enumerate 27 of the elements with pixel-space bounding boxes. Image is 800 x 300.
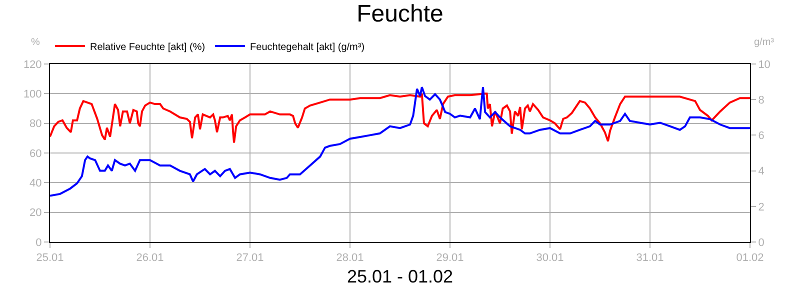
x-tick-label: 25.01 [36, 252, 64, 264]
y-tick-label: 60 [30, 148, 42, 160]
x-tick-label: 26.01 [136, 252, 164, 264]
y-tick-label: 20 [30, 207, 42, 220]
x-tick-label: 29.01 [436, 252, 464, 264]
x-tick-label: 27.01 [236, 252, 264, 264]
y2-tick-label: 0 [758, 236, 764, 249]
y2-tick-label: 2 [758, 201, 764, 214]
y2-tick-label: 4 [758, 166, 764, 178]
legend-label: Relative Feuchte [akt] (%) [90, 42, 206, 53]
x-axis-title: 25.01 - 01.02 [346, 266, 454, 286]
y-tick-label: 0 [36, 236, 42, 249]
y2-axis-title: g/m³ [754, 37, 775, 48]
x-tick-label: 31.01 [636, 252, 664, 264]
chart-title: Feuchte [356, 0, 444, 28]
y2-tick-label: 6 [758, 130, 764, 142]
x-tick-label: 30.01 [536, 252, 564, 264]
y-tick-label: 40 [30, 178, 42, 190]
legend-label: Feuchtegehalt [akt] (g/m³) [250, 42, 365, 53]
y-tick-label: 100 [23, 88, 42, 101]
x-tick-label: 01.02 [736, 252, 764, 264]
y2-tick-label: 10 [758, 58, 770, 71]
y2-tick-label: 8 [758, 94, 764, 106]
x-tick-label: 28.01 [336, 252, 364, 264]
y-tick-label: 120 [23, 58, 42, 71]
y-axis-title: % [31, 37, 40, 48]
y-tick-label: 80 [30, 118, 42, 130]
